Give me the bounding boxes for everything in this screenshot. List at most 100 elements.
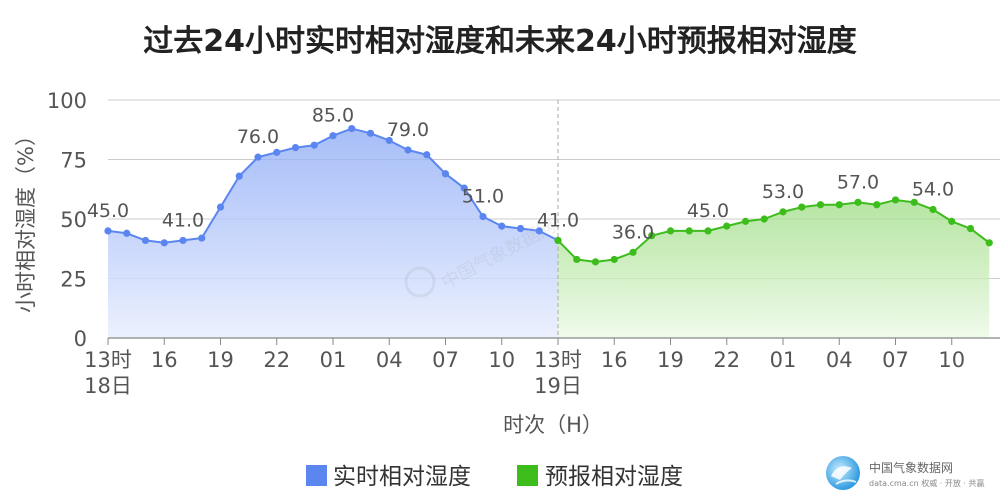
- data-label: 57.0: [837, 171, 879, 193]
- cma-logo: 中国气象数据网 data.cma.cn 权威 · 开放 · 共赢: [826, 456, 984, 490]
- series-points: [104, 124, 993, 266]
- data-point[interactable]: [554, 236, 562, 245]
- data-point[interactable]: [704, 227, 712, 235]
- data-point[interactable]: [535, 227, 543, 235]
- legend-swatch-observed: [306, 465, 327, 486]
- data-point[interactable]: [854, 198, 862, 206]
- legend-label-observed: 实时相对湿度: [333, 464, 471, 490]
- y-tick-label: 25: [60, 268, 87, 292]
- legend-item-observed[interactable]: 实时相对湿度: [306, 464, 471, 490]
- x-tick-label: 13时: [84, 348, 132, 372]
- data-point[interactable]: [498, 222, 506, 230]
- data-label: 79.0: [387, 119, 429, 141]
- x-tick-label: 01: [770, 348, 797, 372]
- data-label: 85.0: [312, 105, 354, 127]
- data-label: 41.0: [537, 209, 579, 231]
- data-point[interactable]: [479, 213, 487, 221]
- data-point[interactable]: [666, 227, 675, 235]
- data-point[interactable]: [310, 141, 318, 149]
- legend: 实时相对湿度 预报相对湿度: [306, 464, 683, 490]
- x-tick-label: 22: [263, 348, 290, 372]
- series-area-1: [558, 199, 990, 338]
- data-point[interactable]: [235, 172, 243, 180]
- data-point[interactable]: [385, 136, 393, 145]
- data-point[interactable]: [573, 255, 581, 264]
- data-point[interactable]: [216, 203, 225, 211]
- data-point[interactable]: [254, 153, 262, 161]
- data-point[interactable]: [835, 201, 843, 209]
- data-label: 45.0: [87, 200, 129, 222]
- weather-logo-icon: [826, 456, 860, 490]
- data-point[interactable]: [685, 227, 693, 235]
- data-point[interactable]: [779, 208, 787, 216]
- x-tick-label: 10: [488, 348, 515, 372]
- x-tick-label: 10: [938, 348, 965, 372]
- data-point[interactable]: [441, 170, 450, 178]
- data-point[interactable]: [816, 201, 825, 209]
- data-label: 53.0: [762, 181, 804, 203]
- data-point[interactable]: [366, 129, 375, 137]
- x-tick-date-label: 19日: [534, 374, 582, 398]
- data-point[interactable]: [929, 205, 937, 214]
- data-point[interactable]: [741, 217, 750, 225]
- x-tick-label: 16: [151, 348, 178, 372]
- data-label: 76.0: [237, 126, 279, 148]
- y-axis-ticks: 0 25 50 75 100: [47, 89, 87, 351]
- y-axis-title: 小时相对湿度（%）: [14, 125, 38, 313]
- chart-title: 过去24小时实时相对湿度和未来24小时预报相对湿度: [143, 24, 857, 59]
- y-tick-label: 50: [60, 208, 87, 232]
- data-point[interactable]: [179, 236, 187, 245]
- data-point[interactable]: [291, 144, 300, 152]
- y-tick-label: 75: [60, 149, 87, 173]
- data-point[interactable]: [629, 248, 637, 256]
- data-point[interactable]: [516, 224, 525, 233]
- data-point[interactable]: [104, 227, 112, 235]
- data-point[interactable]: [948, 217, 956, 225]
- data-point[interactable]: [141, 236, 150, 245]
- legend-label-forecast: 预报相对湿度: [545, 464, 683, 490]
- data-point[interactable]: [873, 201, 881, 209]
- data-point[interactable]: [348, 124, 356, 133]
- data-point[interactable]: [648, 232, 656, 240]
- x-axis-title: 时次（H）: [503, 413, 603, 437]
- data-point[interactable]: [985, 239, 993, 247]
- data-point[interactable]: [273, 148, 281, 156]
- data-point[interactable]: [610, 255, 618, 264]
- legend-item-forecast[interactable]: 预报相对湿度: [517, 464, 683, 490]
- data-point[interactable]: [423, 151, 431, 159]
- data-point[interactable]: [723, 222, 731, 230]
- legend-swatch-forecast: [517, 465, 538, 486]
- data-label: 51.0: [462, 186, 504, 208]
- data-point[interactable]: [160, 239, 168, 247]
- data-labels: 45.0 41.0 76.0 85.0 79.0 51.0 41.0 36.0 45.0 53.0…: [87, 105, 954, 244]
- watermark-logo-icon: [404, 266, 436, 298]
- data-point[interactable]: [404, 146, 412, 154]
- data-label: 41.0: [162, 209, 204, 231]
- x-tick-label: 19: [207, 348, 234, 372]
- data-point[interactable]: [198, 234, 206, 242]
- data-point[interactable]: [760, 215, 768, 223]
- series-area-0: [108, 128, 558, 338]
- x-tick-label: 22: [713, 348, 740, 372]
- data-label: 45.0: [687, 200, 729, 222]
- data-point[interactable]: [798, 203, 806, 211]
- x-tick-label: 13时: [534, 348, 582, 372]
- x-tick-label: 16: [601, 348, 628, 372]
- x-tick-label: 07: [882, 348, 909, 372]
- data-point[interactable]: [460, 184, 468, 192]
- data-label: 36.0: [612, 221, 654, 243]
- x-tick-label: 07: [432, 348, 459, 372]
- logo-subtitle: data.cma.cn 权威 · 开放 · 共赢: [869, 478, 984, 488]
- x-tick-date-label: 18日: [84, 374, 132, 398]
- data-point[interactable]: [591, 258, 600, 266]
- data-point[interactable]: [910, 198, 918, 206]
- data-point[interactable]: [123, 229, 131, 237]
- logo-name: 中国气象数据网: [869, 460, 953, 475]
- data-point[interactable]: [329, 132, 337, 140]
- x-tick-label: 04: [826, 348, 853, 372]
- data-point[interactable]: [966, 224, 975, 233]
- data-label: 54.0: [912, 178, 954, 200]
- data-point[interactable]: [891, 196, 900, 204]
